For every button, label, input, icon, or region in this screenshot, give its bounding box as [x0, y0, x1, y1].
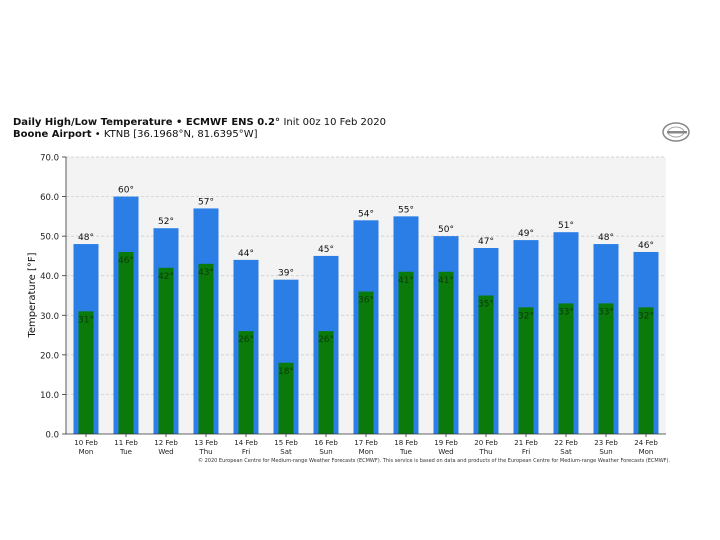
- x-tick-date: 20 Feb: [474, 439, 498, 447]
- low-value-label: 32°: [518, 311, 534, 321]
- x-tick-day: Wed: [158, 448, 173, 456]
- y-axis-label: Temperature [°F]: [27, 252, 38, 338]
- high-value-label: 50°: [438, 225, 454, 235]
- y-tick-label: 30.0: [40, 312, 59, 322]
- copyright-footer: © 2020 European Centre for Medium-range …: [198, 458, 671, 464]
- x-tick-date: 23 Feb: [594, 439, 618, 447]
- x-tick-day: Thu: [478, 448, 492, 456]
- chart-title-init: Init 00z 10 Feb 2020: [283, 117, 386, 128]
- x-tick-day: Sun: [599, 448, 612, 456]
- low-bar: [118, 251, 134, 434]
- y-tick-label: 10.0: [40, 391, 59, 401]
- high-value-label: 55°: [398, 205, 414, 215]
- low-bar: [638, 307, 654, 434]
- x-tick-day: Fri: [522, 448, 530, 456]
- x-tick-day: Tue: [399, 448, 412, 456]
- x-tick-date: 15 Feb: [274, 439, 298, 447]
- x-tick-date: 21 Feb: [514, 439, 538, 447]
- ecmwf-logo-icon: [662, 122, 690, 142]
- low-bar: [398, 271, 414, 434]
- x-tick-date: 12 Feb: [154, 439, 178, 447]
- x-tick-day: Mon: [639, 448, 654, 456]
- x-tick-day: Tue: [119, 448, 132, 456]
- low-value-label: 32°: [638, 311, 654, 321]
- low-bar: [198, 263, 214, 434]
- low-bar: [238, 331, 254, 434]
- x-tick-day: Wed: [438, 448, 453, 456]
- low-bar: [598, 303, 614, 434]
- x-tick-day: Mon: [79, 448, 94, 456]
- low-bar: [558, 303, 574, 434]
- chart-title: Daily High/Low Temperature • ECMWF ENS 0…: [13, 117, 386, 128]
- low-value-label: 41°: [398, 276, 414, 286]
- location-name: Boone Airport: [13, 129, 92, 140]
- x-tick-date: 24 Feb: [634, 439, 658, 447]
- y-tick-label: 20.0: [40, 351, 59, 361]
- low-value-label: 35°: [478, 300, 494, 310]
- low-value-label: 43°: [198, 268, 214, 278]
- x-tick-date: 10 Feb: [74, 439, 98, 447]
- high-value-label: 48°: [598, 233, 614, 243]
- high-value-label: 47°: [478, 237, 494, 247]
- low-value-label: 31°: [78, 315, 94, 325]
- low-bar: [78, 311, 94, 434]
- low-value-label: 26°: [318, 335, 334, 345]
- x-tick-date: 18 Feb: [394, 439, 418, 447]
- chart-subtitle: Boone Airport • KTNB [36.1968°N, 81.6395…: [13, 129, 258, 140]
- low-bar: [438, 271, 454, 434]
- x-tick-day: Fri: [242, 448, 250, 456]
- high-value-label: 51°: [558, 221, 574, 231]
- location-coords: • KTNB [36.1968°N, 81.6395°W]: [94, 129, 258, 140]
- low-bar: [278, 362, 294, 434]
- x-tick-date: 16 Feb: [314, 439, 338, 447]
- x-tick-day: Sun: [319, 448, 332, 456]
- high-value-label: 54°: [358, 209, 374, 219]
- high-value-label: 49°: [518, 229, 534, 239]
- x-tick-date: 22 Feb: [554, 439, 578, 447]
- y-tick-label: 60.0: [40, 193, 59, 203]
- low-value-label: 33°: [558, 307, 574, 317]
- high-value-label: 52°: [158, 217, 174, 227]
- low-bar: [478, 295, 494, 434]
- x-tick-day: Sat: [560, 448, 572, 456]
- y-tick-label: 40.0: [40, 272, 59, 282]
- chart-title-main: Daily High/Low Temperature • ECMWF ENS 0…: [13, 117, 280, 128]
- high-value-label: 60°: [118, 186, 134, 196]
- high-value-label: 48°: [78, 233, 94, 243]
- high-value-label: 46°: [638, 241, 654, 251]
- low-value-label: 42°: [158, 272, 174, 282]
- low-bar: [518, 307, 534, 434]
- y-tick-label: 50.0: [40, 233, 59, 243]
- x-tick-date: 19 Feb: [434, 439, 458, 447]
- low-bar: [318, 331, 334, 434]
- low-value-label: 33°: [598, 307, 614, 317]
- y-tick-label: 0.0: [45, 431, 59, 441]
- low-value-label: 26°: [238, 335, 254, 345]
- low-value-label: 46°: [118, 256, 134, 266]
- x-tick-date: 13 Feb: [194, 439, 218, 447]
- low-bar: [358, 291, 374, 434]
- high-value-label: 57°: [198, 197, 214, 207]
- high-value-label: 39°: [278, 269, 294, 279]
- low-value-label: 36°: [358, 296, 374, 306]
- low-value-label: 41°: [438, 276, 454, 286]
- high-value-label: 44°: [238, 249, 254, 259]
- low-bar: [158, 267, 174, 434]
- low-value-label: 18°: [278, 367, 294, 377]
- x-tick-day: Thu: [198, 448, 212, 456]
- y-tick-label: 70.0: [40, 154, 59, 164]
- x-tick-date: 11 Feb: [114, 439, 138, 447]
- x-tick-date: 14 Feb: [234, 439, 258, 447]
- x-tick-day: Mon: [359, 448, 374, 456]
- x-tick-date: 17 Feb: [354, 439, 378, 447]
- high-value-label: 45°: [318, 245, 334, 255]
- x-tick-day: Sat: [280, 448, 292, 456]
